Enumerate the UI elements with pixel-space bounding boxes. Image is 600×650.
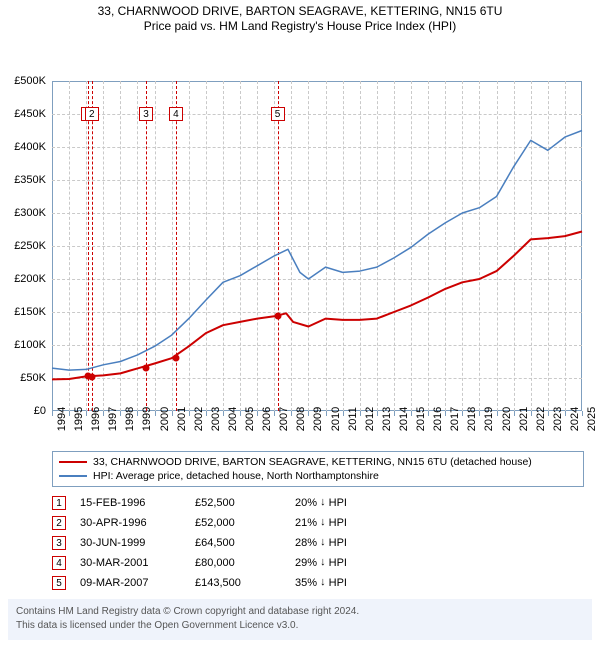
transaction-row: 2 30-APR-1996£52,00021% ↓ HPI bbox=[52, 513, 584, 533]
transaction-price: £143,500 bbox=[195, 577, 295, 589]
x-tick bbox=[531, 411, 532, 416]
x-tick bbox=[86, 411, 87, 416]
transaction-number: 5 bbox=[52, 576, 66, 590]
x-tick bbox=[240, 411, 241, 416]
legend-label: 33, CHARNWOOD DRIVE, BARTON SEAGRAVE, KE… bbox=[93, 456, 532, 468]
transaction-dot bbox=[274, 313, 281, 320]
transaction-number: 1 bbox=[52, 496, 66, 510]
x-tick bbox=[445, 411, 446, 416]
y-axis-label: £100K bbox=[4, 339, 46, 351]
attribution-line2: This data is licensed under the Open Gov… bbox=[16, 619, 584, 633]
transaction-date: 30-APR-1996 bbox=[80, 517, 195, 529]
legend: 33, CHARNWOOD DRIVE, BARTON SEAGRAVE, KE… bbox=[52, 451, 584, 487]
transaction-vs-hpi: 29% ↓ HPI bbox=[295, 557, 415, 569]
transaction-price: £64,500 bbox=[195, 537, 295, 549]
x-tick bbox=[394, 411, 395, 416]
transaction-price: £52,500 bbox=[195, 497, 295, 509]
x-tick bbox=[360, 411, 361, 416]
transaction-price: £80,000 bbox=[195, 557, 295, 569]
transaction-row: 4 30-MAR-2001£80,00029% ↓ HPI bbox=[52, 553, 584, 573]
x-tick bbox=[582, 411, 583, 416]
x-tick bbox=[223, 411, 224, 416]
transaction-row: 3 30-JUN-1999£64,50028% ↓ HPI bbox=[52, 533, 584, 553]
legend-swatch bbox=[59, 475, 87, 477]
legend-label: HPI: Average price, detached house, Nort… bbox=[93, 470, 379, 482]
title-subtitle: Price paid vs. HM Land Registry's House … bbox=[0, 19, 600, 33]
transaction-number: 2 bbox=[52, 516, 66, 530]
x-tick bbox=[308, 411, 309, 416]
x-tick bbox=[69, 411, 70, 416]
x-tick bbox=[479, 411, 480, 416]
transaction-dot bbox=[143, 365, 150, 372]
y-axis-label: £200K bbox=[4, 273, 46, 285]
y-axis-label: £450K bbox=[4, 108, 46, 120]
transaction-date: 30-JUN-1999 bbox=[80, 537, 195, 549]
transaction-row: 5 09-MAR-2007£143,50035% ↓ HPI bbox=[52, 573, 584, 593]
x-tick bbox=[120, 411, 121, 416]
x-tick bbox=[548, 411, 549, 416]
x-tick bbox=[343, 411, 344, 416]
x-tick bbox=[189, 411, 190, 416]
x-tick bbox=[172, 411, 173, 416]
attribution-line1: Contains HM Land Registry data © Crown c… bbox=[16, 605, 584, 619]
x-tick bbox=[206, 411, 207, 416]
transaction-date: 15-FEB-1996 bbox=[80, 497, 195, 509]
transaction-number: 4 bbox=[52, 556, 66, 570]
y-axis-label: £150K bbox=[4, 306, 46, 318]
x-tick bbox=[377, 411, 378, 416]
title-address: 33, CHARNWOOD DRIVE, BARTON SEAGRAVE, KE… bbox=[0, 4, 600, 18]
x-tick bbox=[257, 411, 258, 416]
x-tick bbox=[274, 411, 275, 416]
x-tick bbox=[497, 411, 498, 416]
chart-area: £0 £50K £100K £150K £200K £250K £300K £350K £400… bbox=[0, 39, 600, 447]
y-axis-label: £0 bbox=[4, 405, 46, 417]
transaction-number: 3 bbox=[52, 536, 66, 550]
transaction-date: 09-MAR-2007 bbox=[80, 577, 195, 589]
page: { "title": { "line1": "33, CHARNWOOD DRI… bbox=[0, 0, 600, 646]
x-tick bbox=[428, 411, 429, 416]
x-tick bbox=[137, 411, 138, 416]
y-axis-label: £50K bbox=[4, 372, 46, 384]
transaction-row: 1 15-FEB-1996£52,50020% ↓ HPI bbox=[52, 493, 584, 513]
y-axis-label: £500K bbox=[4, 75, 46, 87]
legend-row: 33, CHARNWOOD DRIVE, BARTON SEAGRAVE, KE… bbox=[59, 455, 577, 469]
transaction-dot bbox=[88, 373, 95, 380]
x-tick bbox=[411, 411, 412, 416]
x-tick bbox=[326, 411, 327, 416]
y-axis-label: £300K bbox=[4, 207, 46, 219]
y-axis-label: £250K bbox=[4, 240, 46, 252]
x-tick bbox=[291, 411, 292, 416]
x-tick bbox=[52, 411, 53, 416]
chart-titles: 33, CHARNWOOD DRIVE, BARTON SEAGRAVE, KE… bbox=[0, 4, 600, 33]
x-tick bbox=[462, 411, 463, 416]
transaction-date: 30-MAR-2001 bbox=[80, 557, 195, 569]
transactions-table: 1 15-FEB-1996£52,50020% ↓ HPI 2 30-APR-1996… bbox=[52, 493, 584, 593]
transaction-vs-hpi: 21% ↓ HPI bbox=[295, 517, 415, 529]
transaction-dot bbox=[172, 355, 179, 362]
transaction-vs-hpi: 20% ↓ HPI bbox=[295, 497, 415, 509]
attribution: Contains HM Land Registry data © Crown c… bbox=[8, 599, 592, 640]
series-lines bbox=[52, 81, 582, 411]
transaction-vs-hpi: 28% ↓ HPI bbox=[295, 537, 415, 549]
series-hpi bbox=[52, 131, 582, 371]
legend-swatch bbox=[59, 461, 87, 463]
x-axis-label: 2025 bbox=[586, 407, 598, 431]
x-tick bbox=[514, 411, 515, 416]
transaction-price: £52,000 bbox=[195, 517, 295, 529]
x-tick bbox=[565, 411, 566, 416]
legend-row: HPI: Average price, detached house, Nort… bbox=[59, 469, 577, 483]
y-axis-label: £350K bbox=[4, 174, 46, 186]
transaction-vs-hpi: 35% ↓ HPI bbox=[295, 577, 415, 589]
y-axis-label: £400K bbox=[4, 141, 46, 153]
x-tick bbox=[103, 411, 104, 416]
x-tick bbox=[155, 411, 156, 416]
